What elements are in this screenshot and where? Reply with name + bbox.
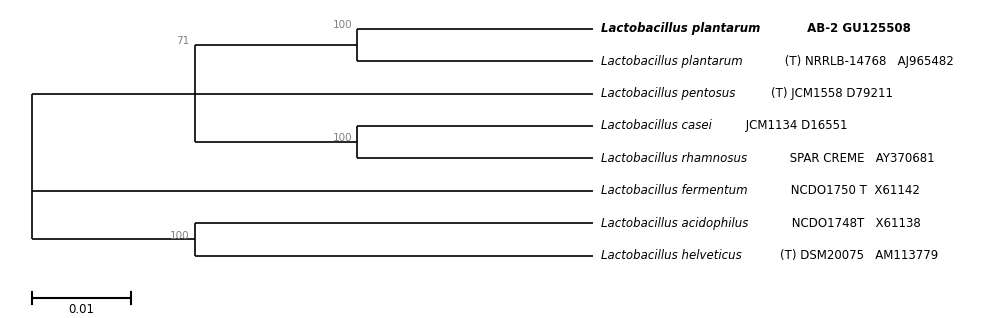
Text: 71: 71 xyxy=(176,36,190,46)
Text: (T) NRRLB-14768   AJ965482: (T) NRRLB-14768 AJ965482 xyxy=(781,55,954,68)
Text: Lactobacillus fermentum: Lactobacillus fermentum xyxy=(601,184,748,197)
Text: 0.01: 0.01 xyxy=(68,302,94,315)
Text: 100: 100 xyxy=(170,231,190,240)
Text: Lactobacillus acidophilus: Lactobacillus acidophilus xyxy=(601,217,748,230)
Text: NCDO1748T   X61138: NCDO1748T X61138 xyxy=(788,217,921,230)
Text: 100: 100 xyxy=(332,133,352,143)
Text: Lactobacillus helveticus: Lactobacillus helveticus xyxy=(601,249,742,262)
Text: Lactobacillus casei: Lactobacillus casei xyxy=(601,120,712,133)
Text: (T) JCM1558 D79211: (T) JCM1558 D79211 xyxy=(771,87,893,100)
Text: Lactobacillus plantarum: Lactobacillus plantarum xyxy=(601,55,743,68)
Text: Lactobacillus plantarum: Lactobacillus plantarum xyxy=(601,22,760,35)
Text: Lactobacillus rhamnosus: Lactobacillus rhamnosus xyxy=(601,152,747,165)
Text: JCM1134 D16551: JCM1134 D16551 xyxy=(742,120,847,133)
Text: NCDO1750 T  X61142: NCDO1750 T X61142 xyxy=(787,184,920,197)
Text: 100: 100 xyxy=(332,20,352,30)
Text: (T) DSM20075   AM113779: (T) DSM20075 AM113779 xyxy=(780,249,938,262)
Text: SPAR CREME   AY370681: SPAR CREME AY370681 xyxy=(786,152,935,165)
Text: AB-2 GU125508: AB-2 GU125508 xyxy=(803,22,911,35)
Text: Lactobacillus pentosus: Lactobacillus pentosus xyxy=(601,87,735,100)
